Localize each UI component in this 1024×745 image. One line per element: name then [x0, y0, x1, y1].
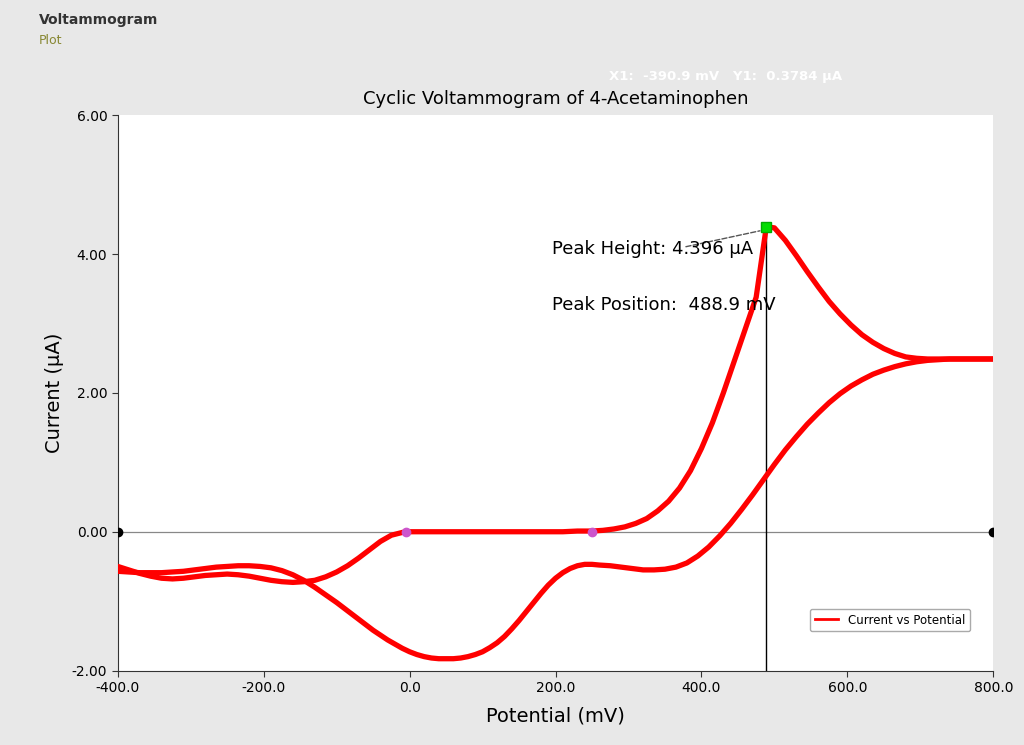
Text: X1:  -390.9 mV   Y1:  0.3784 μA: X1: -390.9 mV Y1: 0.3784 μA — [609, 70, 843, 83]
Text: Plot: Plot — [39, 34, 62, 47]
Legend: Current vs Potential: Current vs Potential — [810, 609, 970, 631]
Text: Voltammogram: Voltammogram — [39, 13, 159, 27]
Text: Peak Height: 4.396 μA: Peak Height: 4.396 μA — [552, 240, 753, 258]
Text: Peak Position:  488.9 mV: Peak Position: 488.9 mV — [552, 296, 775, 314]
X-axis label: Potential (mV): Potential (mV) — [486, 706, 625, 725]
Y-axis label: Current (μA): Current (μA) — [44, 333, 63, 453]
Title: Cyclic Voltammogram of 4-Acetaminophen: Cyclic Voltammogram of 4-Acetaminophen — [362, 90, 749, 108]
